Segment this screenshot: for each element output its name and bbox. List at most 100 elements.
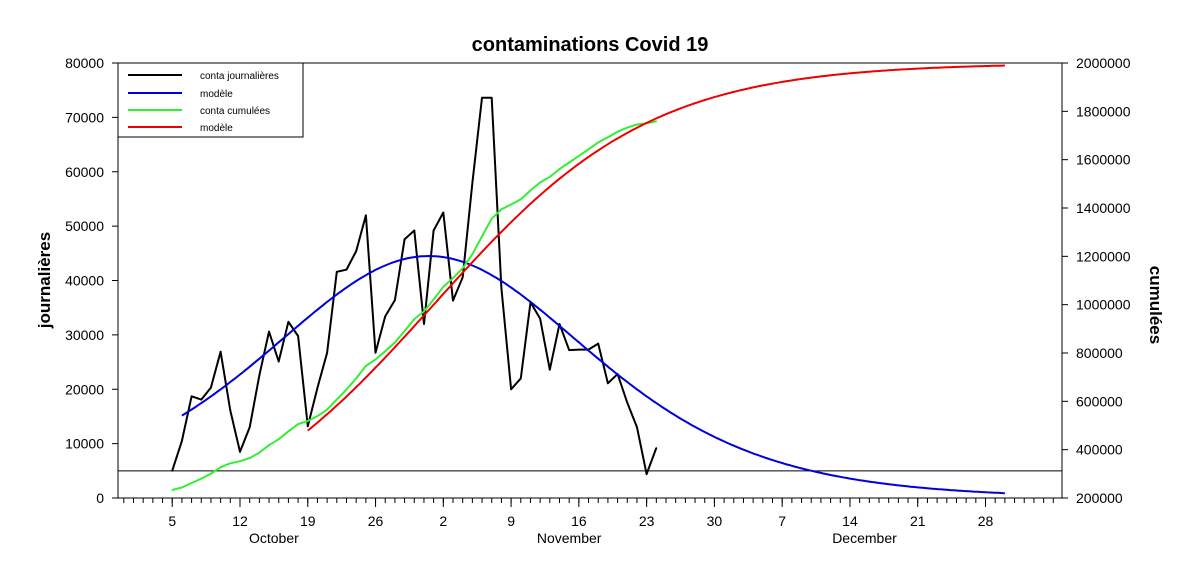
x-tick-label: 12 bbox=[232, 513, 248, 529]
data-point-2 bbox=[452, 277, 454, 279]
data-point-0 bbox=[655, 447, 658, 449]
y-right-tick-label: 1200000 bbox=[1076, 248, 1131, 264]
chart-title: contaminations Covid 19 bbox=[472, 34, 709, 56]
x-tick-label: 30 bbox=[707, 513, 723, 529]
data-point-2 bbox=[500, 208, 503, 211]
series-line-3 bbox=[307, 64, 1005, 432]
data-point-0 bbox=[636, 426, 638, 429]
data-point-2 bbox=[481, 235, 483, 238]
data-point-2 bbox=[181, 486, 183, 489]
data-point-0 bbox=[481, 97, 483, 99]
data-point-2 bbox=[490, 217, 493, 220]
data-point-0 bbox=[229, 409, 232, 412]
data-point-2 bbox=[287, 430, 290, 433]
data-point-0 bbox=[384, 315, 387, 318]
data-point-2 bbox=[607, 136, 609, 139]
data-point-2 bbox=[597, 141, 600, 144]
data-point-0 bbox=[190, 395, 193, 398]
y-left-tick-label: 50000 bbox=[65, 218, 104, 234]
data-point-2 bbox=[529, 189, 532, 192]
x-tick-label: 2 bbox=[439, 513, 447, 529]
data-point-2 bbox=[239, 460, 241, 463]
data-point-0 bbox=[549, 368, 551, 371]
data-point-0 bbox=[336, 271, 338, 273]
legend: conta journalières modèle conta cumulées… bbox=[117, 62, 304, 138]
data-point-0 bbox=[626, 402, 629, 404]
data-point-2 bbox=[403, 330, 406, 332]
x-month-label: November bbox=[537, 530, 602, 546]
data-point-0 bbox=[219, 350, 222, 353]
data-point-2 bbox=[394, 341, 396, 344]
data-point-0 bbox=[355, 250, 357, 252]
data-point-0 bbox=[403, 238, 406, 240]
x-tick-label: 7 bbox=[778, 513, 786, 529]
data-point-2 bbox=[336, 398, 338, 401]
data-point-2 bbox=[258, 451, 261, 454]
data-point-0 bbox=[645, 473, 648, 475]
y-right-tick-label: 600000 bbox=[1076, 393, 1123, 409]
y-left-tick-label: 70000 bbox=[65, 109, 104, 125]
y-right-tick-label: 1400000 bbox=[1076, 200, 1131, 216]
data-point-2 bbox=[355, 377, 357, 380]
data-point-2 bbox=[655, 120, 658, 122]
data-point-2 bbox=[616, 131, 619, 133]
y-left-tick-label: 30000 bbox=[65, 327, 104, 343]
legend-label-daily-model: modèle bbox=[200, 89, 233, 100]
data-point-0 bbox=[442, 211, 445, 214]
y-left-tick-label: 60000 bbox=[65, 164, 104, 180]
data-point-2 bbox=[432, 298, 435, 301]
data-point-0 bbox=[461, 276, 464, 279]
data-point-0 bbox=[297, 335, 299, 337]
x-tick-label: 5 bbox=[168, 513, 176, 529]
data-point-2 bbox=[568, 161, 570, 164]
y-right-tick-label: 800000 bbox=[1076, 345, 1123, 361]
data-point-2 bbox=[384, 350, 387, 353]
data-point-2 bbox=[297, 423, 299, 425]
data-point-0 bbox=[510, 388, 512, 391]
y-left-tick-label: 80000 bbox=[65, 55, 104, 71]
y-left-tick-label: 40000 bbox=[65, 273, 104, 289]
series-line-2 bbox=[171, 120, 657, 491]
data-point-0 bbox=[200, 398, 203, 401]
y-right-tick-label: 1000000 bbox=[1076, 297, 1131, 313]
data-point-0 bbox=[539, 317, 541, 320]
data-point-0 bbox=[248, 426, 251, 429]
data-point-0 bbox=[316, 386, 319, 389]
data-point-2 bbox=[578, 155, 580, 157]
data-point-0 bbox=[345, 268, 348, 271]
data-point-0 bbox=[210, 386, 212, 389]
y-right-tick-label: 1800000 bbox=[1076, 103, 1131, 119]
series-line-0 bbox=[171, 96, 658, 476]
data-point-2 bbox=[365, 365, 367, 367]
data-point-0 bbox=[597, 342, 600, 345]
data-point-0 bbox=[471, 181, 474, 184]
data-point-0 bbox=[287, 321, 290, 323]
x-tick-label: 28 bbox=[978, 513, 994, 529]
data-point-2 bbox=[268, 444, 270, 447]
y-axis-left-label: journalières bbox=[35, 232, 54, 329]
data-point-0 bbox=[277, 360, 280, 363]
data-point-2 bbox=[171, 489, 174, 491]
data-point-0 bbox=[578, 348, 580, 351]
data-point-2 bbox=[248, 457, 251, 459]
x-month-label: October bbox=[249, 530, 299, 546]
data-point-0 bbox=[519, 377, 522, 380]
data-point-2 bbox=[549, 176, 551, 178]
data-point-2 bbox=[200, 477, 203, 480]
data-point-2 bbox=[210, 472, 212, 475]
x-tick-label: 19 bbox=[300, 513, 316, 529]
data-point-0 bbox=[239, 450, 241, 453]
data-point-0 bbox=[394, 299, 396, 301]
data-point-2 bbox=[229, 462, 232, 465]
y-right-tick-label: 200000 bbox=[1076, 490, 1123, 506]
data-point-0 bbox=[423, 323, 425, 325]
data-point-2 bbox=[374, 358, 377, 361]
data-point-2 bbox=[519, 198, 522, 200]
legend-label-cumulative: conta cumulées bbox=[200, 106, 270, 117]
x-tick-label: 21 bbox=[910, 513, 926, 529]
x-tick-label: 16 bbox=[571, 513, 587, 529]
x-tick-label: 26 bbox=[368, 513, 384, 529]
data-point-2 bbox=[471, 253, 474, 256]
x-tick-label: 14 bbox=[842, 513, 858, 529]
